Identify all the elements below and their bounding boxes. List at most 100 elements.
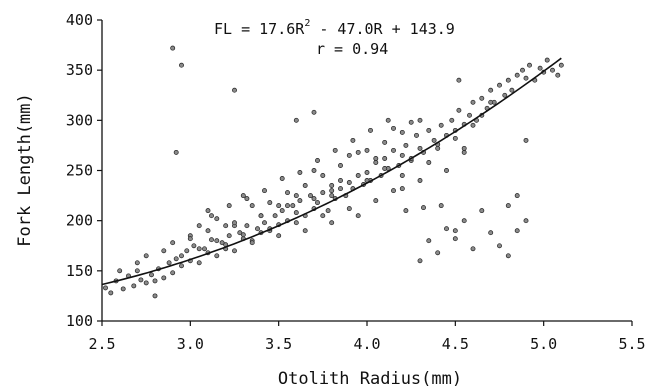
data-point [438,203,444,209]
axes: 100 150 200 250 300 350 400 2.5 3.0 3.5 4.0 4.5 5.0 5… [66,11,646,353]
data-point [187,236,193,242]
data-point [514,228,520,234]
data-point [403,142,409,148]
data-point [329,193,335,199]
data-point [399,129,405,135]
data-point [202,246,207,252]
data-point [417,145,423,151]
x-tick-label: 3.5 [265,335,292,353]
data-point [470,99,476,105]
data-point [403,208,409,214]
data-point [244,196,250,202]
data-point [391,147,396,153]
data-point [308,193,313,199]
data-point [399,173,405,178]
data-point [311,168,317,173]
data-point [414,132,419,138]
data-point [346,206,352,212]
data-point [170,270,176,276]
y-tick-label: 200 [66,212,93,230]
data-point [364,170,370,175]
data-point [488,87,494,93]
data-point [329,188,335,194]
data-point [240,232,246,238]
data-point [196,246,202,252]
data-point [346,180,352,185]
data-point [293,220,299,226]
data-point [179,62,184,68]
data-point [276,203,282,209]
data-point [373,156,379,161]
data-point [350,137,356,143]
data-point [364,147,370,153]
data-point [329,220,335,226]
data-point [134,260,140,266]
data-point [103,285,108,291]
data-point [452,135,458,141]
data-point [232,248,237,254]
data-point [290,203,296,209]
data-point [214,253,220,259]
data-point [285,203,290,209]
data-point [461,149,467,155]
x-tick-label: 3.0 [177,335,204,353]
y-tick-label: 350 [66,61,93,79]
data-point [276,233,282,239]
data-point [558,62,564,68]
data-point [134,268,140,274]
data-point [461,145,467,151]
data-point [249,240,255,246]
x-tick-label: 5.0 [530,335,557,353]
x-tick-label: 4.5 [442,335,469,353]
data-point [302,183,308,188]
data-point [332,147,338,153]
plot-area [101,45,564,299]
data-point [161,248,167,254]
data-point [325,208,331,214]
data-point [382,139,388,145]
data-point [467,112,472,118]
data-point [456,77,462,83]
data-point [214,216,220,222]
data-point [223,223,229,229]
data-point [449,117,455,123]
data-point [537,65,543,71]
data-point [262,220,267,226]
data-point [523,137,529,143]
data-point [497,243,502,249]
data-point [426,127,432,133]
data-point [368,127,373,133]
data-point [149,272,154,278]
data-point [161,275,167,281]
data-point [315,200,320,206]
data-point [373,198,379,204]
data-point [338,186,343,192]
data-point [279,208,285,214]
data-point [143,280,149,286]
data-point [170,240,176,246]
data-point [408,119,414,125]
data-point [435,145,441,151]
data-point [173,149,179,155]
data-point [329,183,335,188]
data-point [527,62,532,68]
data-point [170,45,176,51]
data-point [514,193,520,199]
data-point [555,72,561,78]
data-point [514,72,520,78]
data-point [315,158,320,163]
data-point [205,228,211,234]
data-point [258,213,264,219]
data-point [226,203,232,209]
data-point [240,193,246,199]
data-point [544,57,550,63]
data-point [479,208,485,214]
data-point [166,260,172,266]
data-point [272,213,278,219]
y-axis-title: Fork Length(mm) [15,93,35,247]
data-point [196,260,202,266]
data-point [444,226,449,232]
y-tick-label: 250 [66,162,93,180]
data-point [297,170,303,175]
